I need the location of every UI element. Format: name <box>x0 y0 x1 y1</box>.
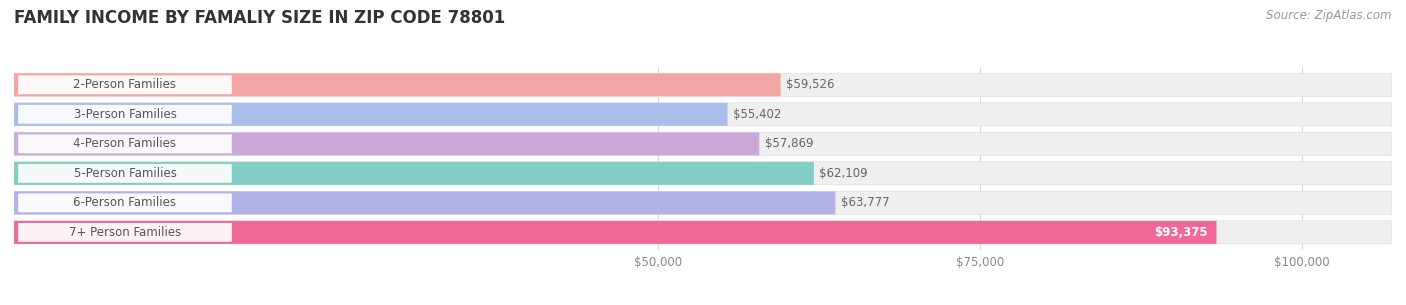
FancyBboxPatch shape <box>18 223 232 242</box>
FancyBboxPatch shape <box>18 105 232 124</box>
FancyBboxPatch shape <box>14 191 835 214</box>
FancyBboxPatch shape <box>18 75 232 94</box>
FancyBboxPatch shape <box>18 135 232 153</box>
FancyBboxPatch shape <box>14 162 814 185</box>
FancyBboxPatch shape <box>14 132 1392 155</box>
FancyBboxPatch shape <box>14 221 1216 244</box>
Text: 4-Person Families: 4-Person Families <box>73 137 177 150</box>
Text: $55,402: $55,402 <box>733 108 782 121</box>
Text: 5-Person Families: 5-Person Families <box>73 167 176 180</box>
FancyBboxPatch shape <box>14 103 727 126</box>
FancyBboxPatch shape <box>14 103 1392 126</box>
FancyBboxPatch shape <box>14 73 780 96</box>
Text: $57,869: $57,869 <box>765 137 813 150</box>
FancyBboxPatch shape <box>18 193 232 212</box>
Text: 6-Person Families: 6-Person Families <box>73 196 177 209</box>
FancyBboxPatch shape <box>14 221 1392 244</box>
FancyBboxPatch shape <box>14 162 1392 185</box>
Text: 7+ Person Families: 7+ Person Families <box>69 226 181 239</box>
Text: FAMILY INCOME BY FAMALIY SIZE IN ZIP CODE 78801: FAMILY INCOME BY FAMALIY SIZE IN ZIP COD… <box>14 9 505 27</box>
Text: $62,109: $62,109 <box>820 167 868 180</box>
Text: $63,777: $63,777 <box>841 196 890 209</box>
Text: 2-Person Families: 2-Person Families <box>73 78 177 91</box>
Text: Source: ZipAtlas.com: Source: ZipAtlas.com <box>1267 9 1392 22</box>
FancyBboxPatch shape <box>18 164 232 183</box>
Text: 3-Person Families: 3-Person Families <box>73 108 176 121</box>
Text: $59,526: $59,526 <box>786 78 835 91</box>
Text: $93,375: $93,375 <box>1154 226 1208 239</box>
FancyBboxPatch shape <box>14 73 1392 96</box>
FancyBboxPatch shape <box>14 132 759 155</box>
FancyBboxPatch shape <box>14 191 1392 214</box>
